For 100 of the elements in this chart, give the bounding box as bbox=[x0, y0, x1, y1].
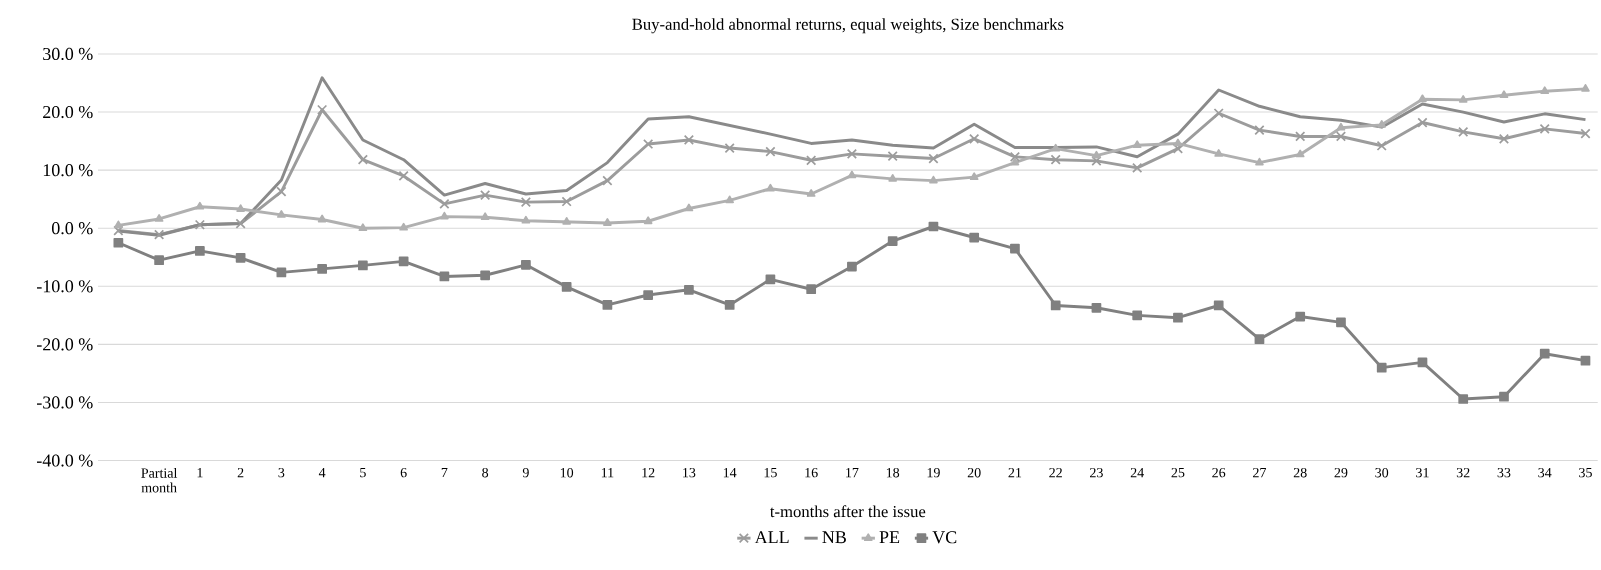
point bbox=[1458, 126, 1469, 137]
legend-label: VC bbox=[932, 531, 957, 544]
x-tick-label: 10 bbox=[560, 468, 574, 478]
point bbox=[766, 183, 775, 192]
x-tick-label: 17 bbox=[846, 468, 859, 478]
point bbox=[1255, 157, 1264, 166]
point bbox=[1010, 157, 1020, 166]
point bbox=[521, 260, 531, 270]
point bbox=[277, 210, 286, 218]
x-tick-label: 24 bbox=[1130, 468, 1144, 478]
point bbox=[1172, 143, 1184, 154]
x-tick-label: 32 bbox=[1456, 468, 1470, 478]
point bbox=[1214, 149, 1224, 157]
point bbox=[561, 282, 572, 292]
point bbox=[846, 148, 858, 160]
x-tick-label: 14 bbox=[723, 468, 737, 478]
point bbox=[1213, 300, 1224, 311]
point bbox=[1458, 394, 1469, 404]
y-tick-label: -20.0 % bbox=[36, 338, 93, 351]
point bbox=[1376, 362, 1387, 373]
point bbox=[1458, 95, 1468, 103]
x-tick-label: 22 bbox=[1049, 468, 1062, 478]
point bbox=[1539, 123, 1550, 135]
point bbox=[969, 133, 980, 144]
x-tick-label: 34 bbox=[1538, 468, 1552, 478]
x-tick-label: 11 bbox=[601, 468, 614, 478]
x-tick-label: 21 bbox=[1008, 468, 1022, 478]
point bbox=[1418, 94, 1427, 103]
point bbox=[358, 223, 368, 232]
point bbox=[1295, 311, 1306, 322]
point bbox=[398, 256, 409, 267]
point bbox=[643, 290, 654, 300]
point bbox=[439, 198, 450, 210]
point bbox=[1050, 154, 1061, 165]
point bbox=[276, 186, 287, 197]
x-tick-label: 16 bbox=[805, 468, 818, 478]
x-tick-label: 33 bbox=[1497, 468, 1511, 478]
point bbox=[1091, 155, 1102, 167]
x-tick-label: 29 bbox=[1334, 468, 1348, 478]
legend-label: PE bbox=[879, 531, 900, 544]
chart-title: Buy-and-hold abnormal returns, equal weights, Size benchmarks bbox=[632, 18, 1064, 34]
point bbox=[1010, 243, 1020, 254]
x-tick-label: 5 bbox=[360, 468, 366, 478]
point bbox=[1417, 117, 1428, 128]
point bbox=[725, 195, 734, 204]
x-tick-label: 1 bbox=[197, 468, 203, 478]
point bbox=[969, 232, 980, 243]
y-tick-label: -30.0 % bbox=[36, 396, 93, 409]
point bbox=[887, 151, 898, 162]
x-tick-label: 2 bbox=[237, 468, 244, 478]
x-tick-label: 28 bbox=[1293, 468, 1307, 478]
point bbox=[765, 146, 776, 157]
y-tick-label: 20.0 % bbox=[43, 106, 93, 119]
point bbox=[440, 211, 449, 220]
point bbox=[1213, 108, 1224, 119]
point bbox=[521, 215, 531, 224]
point bbox=[1092, 150, 1101, 159]
point bbox=[358, 260, 368, 271]
point bbox=[194, 219, 205, 230]
point bbox=[520, 197, 531, 208]
point bbox=[724, 143, 735, 154]
y-tick-label: 10.0 % bbox=[43, 164, 93, 177]
point bbox=[154, 229, 165, 240]
point bbox=[195, 201, 205, 210]
point bbox=[1295, 149, 1305, 158]
x-tick-label: 9 bbox=[522, 468, 529, 478]
point bbox=[480, 212, 490, 221]
point bbox=[1335, 131, 1347, 142]
point bbox=[683, 134, 695, 146]
x-tick-label: 18 bbox=[886, 468, 900, 478]
point bbox=[1377, 120, 1387, 128]
x-tick-label: 31 bbox=[1416, 468, 1429, 478]
x-tick-label: 23 bbox=[1090, 468, 1103, 478]
point bbox=[1580, 128, 1591, 139]
point bbox=[1336, 122, 1346, 131]
point bbox=[806, 189, 816, 197]
point bbox=[480, 190, 491, 201]
point bbox=[1499, 391, 1509, 402]
point bbox=[643, 216, 653, 225]
point bbox=[888, 174, 898, 182]
point bbox=[154, 214, 164, 222]
point bbox=[806, 284, 817, 295]
point bbox=[684, 203, 694, 212]
point bbox=[1336, 317, 1346, 328]
point bbox=[235, 218, 246, 229]
point bbox=[602, 175, 613, 186]
point bbox=[1132, 162, 1143, 174]
point bbox=[236, 204, 245, 212]
point bbox=[602, 300, 613, 310]
point bbox=[114, 220, 123, 229]
point bbox=[317, 264, 327, 274]
point bbox=[1539, 348, 1550, 359]
x-tick-label: 8 bbox=[482, 468, 489, 478]
point bbox=[1498, 133, 1510, 144]
x-tick-label: 30 bbox=[1375, 468, 1389, 478]
x-tick-label: 6 bbox=[400, 468, 407, 478]
point bbox=[195, 246, 205, 256]
x-tick-label: Partial month bbox=[141, 468, 178, 493]
point bbox=[1540, 86, 1550, 95]
x-tick-label: 7 bbox=[441, 468, 448, 478]
